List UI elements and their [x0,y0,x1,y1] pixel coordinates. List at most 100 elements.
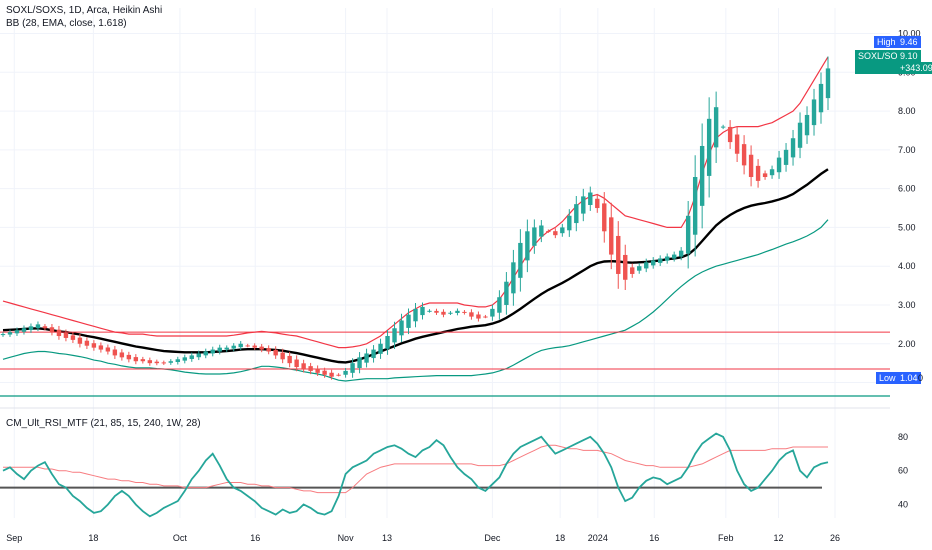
candle-body[interactable] [727,126,733,143]
candle-body[interactable] [119,352,125,358]
candle-body[interactable] [546,231,551,233]
candle-body[interactable] [301,363,306,369]
candle-body[interactable] [14,330,20,334]
candle-body[interactable] [462,311,467,313]
candle-body[interactable] [692,177,698,235]
candle-body[interactable] [755,165,761,181]
candle-body[interactable] [49,327,55,333]
candle-body[interactable] [671,254,677,259]
candle-body[interactable] [70,335,76,340]
candle-body[interactable] [483,316,488,318]
candle-body[interactable] [217,347,222,352]
candle-body[interactable] [490,308,495,317]
candle-body[interactable] [762,173,768,178]
candle-body[interactable] [259,346,264,350]
candle-body[interactable] [294,359,299,368]
candle-body[interactable] [658,258,663,263]
candle-body[interactable] [776,157,782,173]
candle-body[interactable] [511,262,516,294]
candle-body[interactable] [699,145,705,206]
candle-body[interactable] [818,83,824,113]
rsi-legend[interactable]: CM_Ult_RSI_MTF (21, 85, 15, 240, 1W, 28) [6,418,201,429]
candle-body[interactable] [21,328,27,332]
candle-body[interactable] [748,154,754,178]
candle-body[interactable] [441,311,446,315]
candle-body[interactable] [567,215,572,231]
candle-body[interactable] [336,374,341,376]
candle-body[interactable] [553,231,558,236]
candle-body[interactable] [420,306,425,316]
candle-body[interactable] [504,281,509,305]
candle-body[interactable] [804,114,810,136]
candle-body[interactable] [168,361,173,363]
candle-body[interactable] [609,217,614,255]
candle-body[interactable] [539,225,544,237]
candle-body[interactable] [713,107,719,148]
candle-body[interactable] [678,250,684,257]
candle-body[interactable] [238,343,243,348]
candle-body[interactable] [574,204,579,224]
candle-body[interactable] [0,334,6,336]
candle-body[interactable] [224,347,229,350]
candle-body[interactable] [203,351,208,356]
candle-body[interactable] [616,235,621,274]
candles[interactable] [0,56,831,380]
candle-body[interactable] [364,353,369,363]
candle-body[interactable] [392,328,397,343]
candle-body[interactable] [231,345,236,349]
candle-body[interactable] [811,99,817,126]
candle-body[interactable] [112,349,118,356]
candle-body[interactable] [147,360,153,364]
candle-body[interactable] [189,355,194,359]
candle-body[interactable] [35,324,41,329]
candle-body[interactable] [105,347,111,352]
candle-body[interactable] [623,254,628,280]
candle-body[interactable] [497,297,502,313]
candle-body[interactable] [720,126,726,128]
candle-body[interactable] [182,357,187,361]
candle-body[interactable] [140,359,146,362]
candle-body[interactable] [595,198,600,209]
candle-body[interactable] [783,149,789,165]
candle-body[interactable] [154,361,160,364]
candle-body[interactable] [525,231,530,261]
candle-body[interactable] [427,310,432,312]
candle-body[interactable] [469,312,474,317]
candle-body[interactable] [196,353,201,358]
candle-body[interactable] [602,203,607,232]
candle-body[interactable] [63,332,69,338]
candle-body[interactable] [769,169,775,176]
candle-body[interactable] [448,312,453,314]
candle-body[interactable] [175,359,180,363]
candle-body[interactable] [126,354,132,360]
candle-body[interactable] [685,215,691,254]
candle-body[interactable] [797,122,803,148]
candle-body[interactable] [706,118,712,176]
candle-body[interactable] [630,267,635,274]
candle-body[interactable] [308,366,313,371]
candle-body[interactable] [434,310,439,313]
candle-body[interactable] [825,68,831,99]
candle-body[interactable] [790,138,796,158]
candle-body[interactable] [560,227,565,234]
candle-body[interactable] [210,349,215,354]
candle-body[interactable] [413,308,418,322]
candle-body[interactable] [532,227,537,246]
candle-body[interactable] [651,260,656,266]
symbol-legend[interactable]: SOXL/SOXS, 1D, Arca, Heikin Ashi [6,5,163,16]
candle-body[interactable] [518,242,523,278]
candle-body[interactable] [280,352,285,360]
candle-body[interactable] [350,363,355,373]
candle-body[interactable] [133,357,139,362]
bb-legend[interactable]: BB (28, EMA, close, 1.618) [6,18,127,29]
candle-body[interactable] [644,262,649,269]
candle-body[interactable] [588,192,593,205]
candle-body[interactable] [664,256,670,261]
candle-body[interactable] [399,320,404,336]
candle-body[interactable] [637,266,642,271]
candle-body[interactable] [266,348,271,352]
candle-body[interactable] [7,332,13,335]
candle-body[interactable] [161,362,167,364]
candle-body[interactable] [357,357,362,368]
candle-body[interactable] [42,326,48,329]
